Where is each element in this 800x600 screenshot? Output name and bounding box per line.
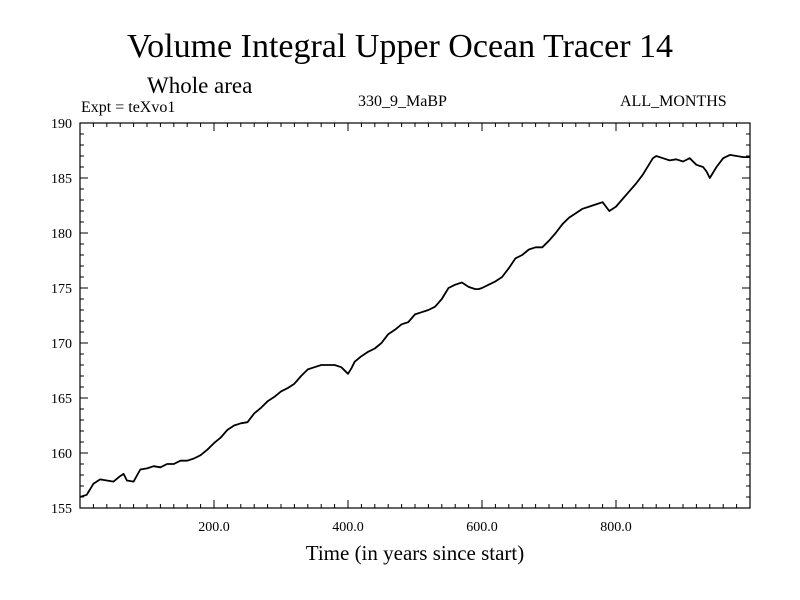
run-label: 330_9_MaBP — [358, 93, 447, 110]
chart-subtitle: Whole area — [147, 73, 253, 98]
y-tick-label: 185 — [51, 172, 72, 187]
y-tick-label: 180 — [51, 227, 72, 242]
months-label: ALL_MONTHS — [620, 93, 727, 110]
x-tick-label: 400.0 — [332, 520, 364, 535]
y-tick-label: 165 — [51, 392, 72, 407]
experiment-label: Expt = teXvo1 — [81, 99, 176, 116]
x-axis-title: Time (in years since start) — [305, 541, 525, 565]
x-tick-label: 600.0 — [466, 520, 498, 535]
y-tick-label: 160 — [51, 447, 72, 462]
chart-title: Volume Integral Upper Ocean Tracer 14 — [126, 28, 674, 65]
y-tick-label: 170 — [51, 337, 72, 352]
x-tick-label: 800.0 — [600, 520, 632, 535]
y-tick-label: 155 — [51, 502, 72, 517]
data-line — [79, 154, 750, 498]
major-ticks — [80, 122, 750, 509]
tick-labels: 200.0 400.0 600.0 800.0 155 160 165 170 175 180 18… — [51, 117, 632, 535]
y-tick-label: 175 — [51, 282, 72, 297]
minor-ticks — [80, 123, 750, 508]
y-tick-label: 190 — [51, 117, 72, 132]
x-tick-label: 200.0 — [198, 520, 230, 535]
